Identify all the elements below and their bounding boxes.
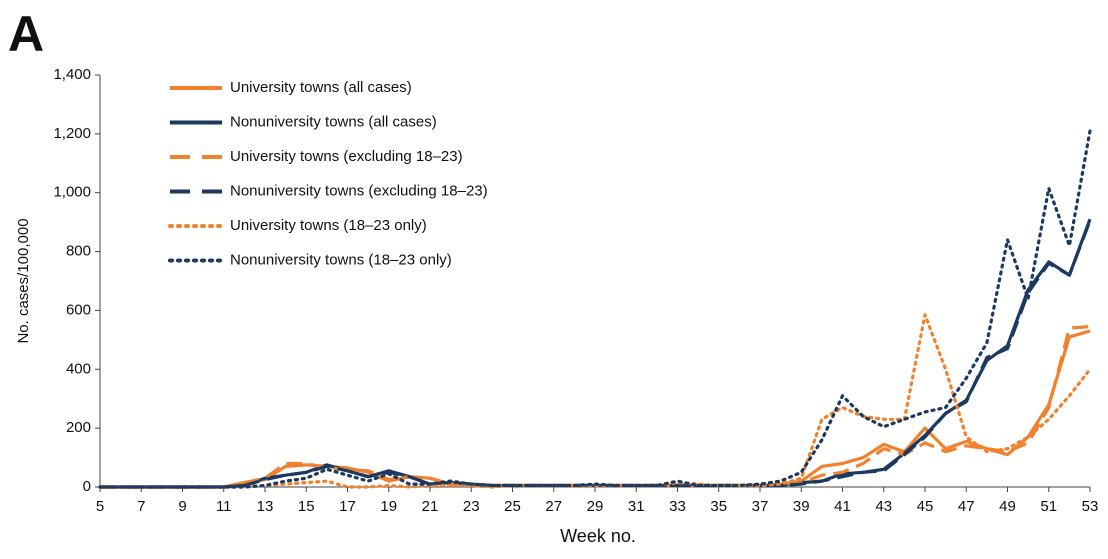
x-tick-label: 7 [137,498,145,515]
y-tick-label: 200 [66,419,91,436]
x-tick-label: 21 [422,498,439,515]
x-tick-label: 9 [178,498,186,515]
legend-label: Nonuniversity towns (excluding 18–23) [230,182,488,199]
y-tick-label: 800 [66,243,91,260]
x-tick-label: 29 [587,498,604,515]
x-tick-label: 5 [96,498,104,515]
x-tick-label: 35 [710,498,727,515]
legend-label: University towns (18–23 only) [230,217,427,234]
series-line [98,313,1092,489]
y-axis-label: No. cases/100,000 [15,218,32,343]
x-tick-label: 41 [834,498,851,515]
x-tick-label: 27 [545,498,562,515]
legend-label: University towns (excluding 18–23) [230,148,463,165]
panel-label: A [8,6,44,62]
series-line [98,129,1092,489]
x-tick-label: 49 [999,498,1016,515]
x-tick-label: 11 [216,498,232,515]
legend-label: Nonuniversity towns (18–23 only) [230,251,452,268]
x-tick-label: 17 [339,498,356,515]
x-tick-label: 23 [463,498,480,515]
y-tick-label: 1,200 [53,125,91,142]
series-line [100,325,1091,489]
x-axis-label: Week no. [560,526,636,546]
x-tick-label: 39 [793,498,810,515]
y-tick-label: 1,400 [53,66,91,83]
x-tick-label: 13 [257,498,274,515]
x-tick-label: 37 [752,498,769,515]
x-tick-label: 15 [298,498,315,515]
x-tick-label: 45 [917,498,934,515]
x-tick-label: 43 [875,498,892,515]
x-tick-label: 19 [380,498,397,515]
legend-label: University towns (all cases) [230,79,412,96]
x-tick-label: 31 [628,498,645,515]
x-tick-label: 33 [669,498,686,515]
legend-label: Nonuniversity towns (all cases) [230,113,437,130]
x-tick-label: 25 [504,498,521,515]
y-tick-label: 0 [83,478,91,495]
x-tick-label: 51 [1040,498,1057,515]
x-tick-label: 53 [1082,498,1099,515]
y-tick-label: 1,000 [53,184,91,201]
x-tick-label: 47 [958,498,975,515]
series-line [100,220,1092,489]
y-tick-label: 600 [66,301,91,318]
y-tick-label: 400 [66,360,91,377]
